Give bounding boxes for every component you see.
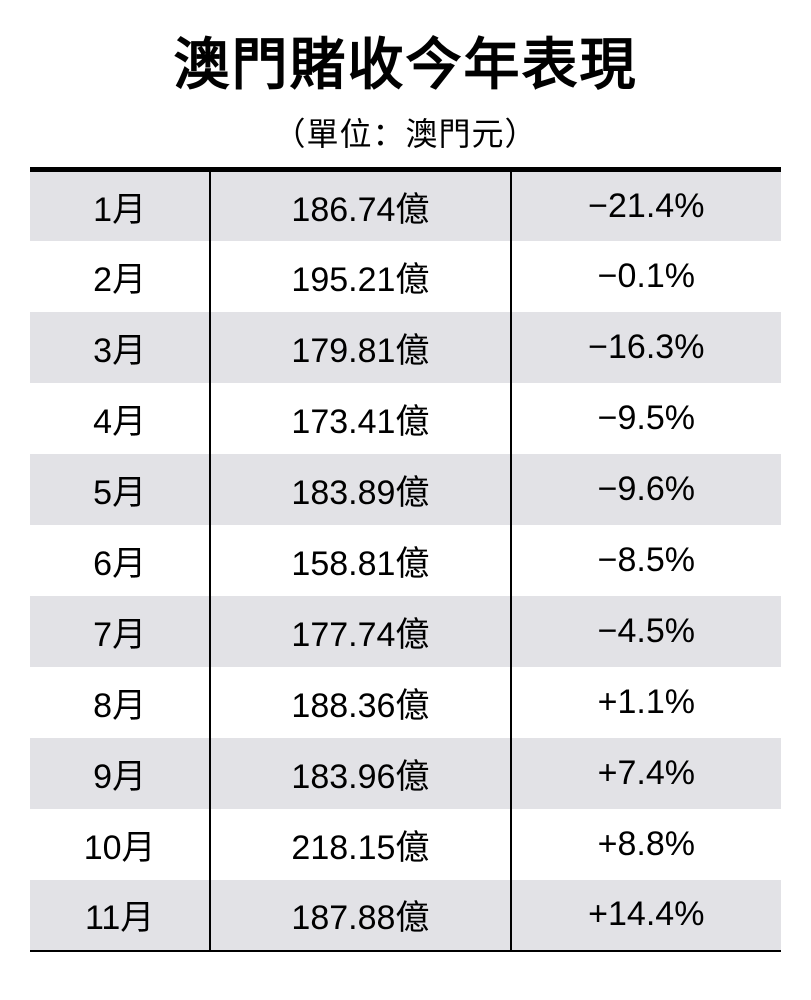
cell-amount: 188.36億 (210, 667, 510, 738)
table-row: 7月 177.74億 −4.5% (30, 596, 781, 667)
cell-change: −21.4% (511, 170, 781, 241)
cell-month: 3月 (30, 312, 210, 383)
cell-amount: 187.88億 (210, 880, 510, 951)
cell-amount: 173.41億 (210, 383, 510, 454)
cell-change: +1.1% (511, 667, 781, 738)
cell-change: +14.4% (511, 880, 781, 951)
table-row: 6月 158.81億 −8.5% (30, 525, 781, 596)
cell-change: +7.4% (511, 738, 781, 809)
cell-amount: 218.15億 (210, 809, 510, 880)
cell-amount: 177.74億 (210, 596, 510, 667)
table-row: 4月 173.41億 −9.5% (30, 383, 781, 454)
cell-change: −4.5% (511, 596, 781, 667)
table-row: 2月 195.21億 −0.1% (30, 241, 781, 312)
cell-change: −8.5% (511, 525, 781, 596)
cell-amount: 183.96億 (210, 738, 510, 809)
cell-amount: 195.21億 (210, 241, 510, 312)
cell-month: 5月 (30, 454, 210, 525)
table-body: 1月 186.74億 −21.4% 2月 195.21億 −0.1% 3月 17… (30, 170, 781, 951)
page-subtitle: （單位：澳門元） (30, 109, 781, 155)
cell-month: 10月 (30, 809, 210, 880)
cell-change: +8.8% (511, 809, 781, 880)
cell-change: −0.1% (511, 241, 781, 312)
cell-month: 2月 (30, 241, 210, 312)
cell-month: 1月 (30, 170, 210, 241)
cell-month: 6月 (30, 525, 210, 596)
table-row: 5月 183.89億 −9.6% (30, 454, 781, 525)
cell-month: 9月 (30, 738, 210, 809)
table-row: 11月 187.88億 +14.4% (30, 880, 781, 951)
cell-month: 8月 (30, 667, 210, 738)
table-row: 9月 183.96億 +7.4% (30, 738, 781, 809)
cell-amount: 158.81億 (210, 525, 510, 596)
cell-month: 7月 (30, 596, 210, 667)
cell-month: 11月 (30, 880, 210, 951)
table-row: 8月 188.36億 +1.1% (30, 667, 781, 738)
cell-month: 4月 (30, 383, 210, 454)
table-row: 10月 218.15億 +8.8% (30, 809, 781, 880)
cell-amount: 179.81億 (210, 312, 510, 383)
cell-change: −16.3% (511, 312, 781, 383)
page-title: 澳門賭收今年表現 (30, 20, 781, 101)
cell-change: −9.6% (511, 454, 781, 525)
cell-amount: 183.89億 (210, 454, 510, 525)
cell-amount: 186.74億 (210, 170, 510, 241)
cell-change: −9.5% (511, 383, 781, 454)
table-row: 1月 186.74億 −21.4% (30, 170, 781, 241)
revenue-table: 1月 186.74億 −21.4% 2月 195.21億 −0.1% 3月 17… (30, 167, 781, 952)
table-row: 3月 179.81億 −16.3% (30, 312, 781, 383)
